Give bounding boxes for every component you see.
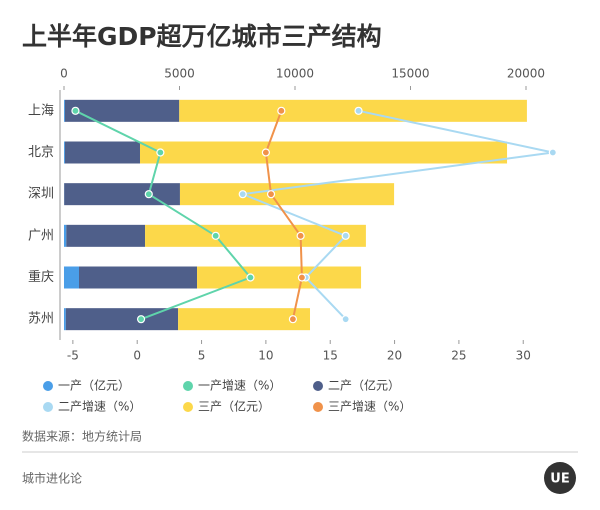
point: [288, 315, 298, 324]
x-tick-label: 10000: [276, 67, 314, 81]
legend-marker: [43, 381, 53, 391]
point: [211, 231, 220, 240]
legend-label: 一产增速（%）: [198, 379, 281, 393]
point: [238, 190, 247, 199]
x2-tick-label: 0: [133, 349, 141, 363]
bar: [79, 266, 198, 289]
bar: [65, 308, 179, 331]
bar: [179, 99, 527, 122]
x-tick-label: 0: [60, 67, 68, 81]
bar: [63, 266, 80, 289]
point: [246, 273, 255, 282]
bar: [64, 141, 140, 164]
line: [264, 110, 303, 320]
point: [341, 315, 350, 324]
bar: [178, 308, 311, 331]
bar: [145, 224, 366, 247]
bar: [63, 308, 66, 331]
legend-marker: [183, 381, 193, 391]
legend-marker: [313, 381, 323, 391]
point: [277, 106, 286, 115]
point: [266, 190, 276, 199]
point: [71, 106, 80, 115]
point: [297, 273, 307, 282]
y-tick-label: 北京: [28, 145, 54, 160]
legend-label: 三产增速（%）: [328, 400, 411, 414]
bar: [63, 224, 67, 247]
bar: [63, 99, 65, 122]
legend-label: 一产（亿元）: [58, 378, 130, 393]
x2-tick-label: 25: [451, 349, 466, 363]
bar: [197, 266, 362, 289]
logo: UE: [550, 472, 569, 487]
x-tick-label: 15000: [391, 67, 429, 81]
legend-marker: [183, 402, 193, 412]
point: [548, 148, 557, 157]
x2-tick-label: 20: [387, 349, 402, 363]
x2-tick-label: -5: [67, 349, 79, 363]
point: [261, 148, 270, 157]
bar: [66, 224, 146, 247]
point: [341, 231, 350, 240]
legend-label: 三产（亿元）: [198, 399, 270, 414]
y-tick-label: 深圳: [28, 187, 54, 202]
y-tick-label: 上海: [28, 103, 54, 118]
line: [75, 109, 253, 321]
x-tick-label: 20000: [507, 67, 545, 81]
x2-tick-label: 15: [323, 349, 338, 363]
x-tick-label: 5000: [164, 67, 195, 81]
point: [136, 315, 146, 324]
logo-circle: [544, 462, 576, 494]
x2-tick-label: 10: [258, 349, 273, 363]
bar: [179, 183, 395, 206]
legend-marker: [313, 402, 323, 412]
bar: [139, 141, 508, 164]
x2-tick-label: 30: [516, 349, 531, 363]
bar: [63, 141, 65, 164]
y-tick-label: 苏州: [28, 311, 54, 327]
y-tick-label: 广州: [28, 228, 54, 243]
x2-tick-label: 5: [198, 349, 206, 363]
chart-title: 上半年GDP超万亿城市三产结构: [22, 22, 382, 51]
y-tick-label: 重庆: [28, 269, 54, 285]
legend-label: 二产增速（%）: [58, 400, 141, 414]
bar: [64, 99, 180, 122]
footer: 城市进化论: [22, 471, 82, 486]
legend-label: 二产（亿元）: [328, 378, 400, 393]
legend-marker: [43, 402, 53, 412]
line: [238, 109, 554, 320]
point: [156, 148, 165, 157]
point: [144, 190, 153, 199]
point: [354, 106, 363, 115]
point: [296, 231, 305, 240]
source: 数据来源：地方统计局: [22, 429, 142, 444]
